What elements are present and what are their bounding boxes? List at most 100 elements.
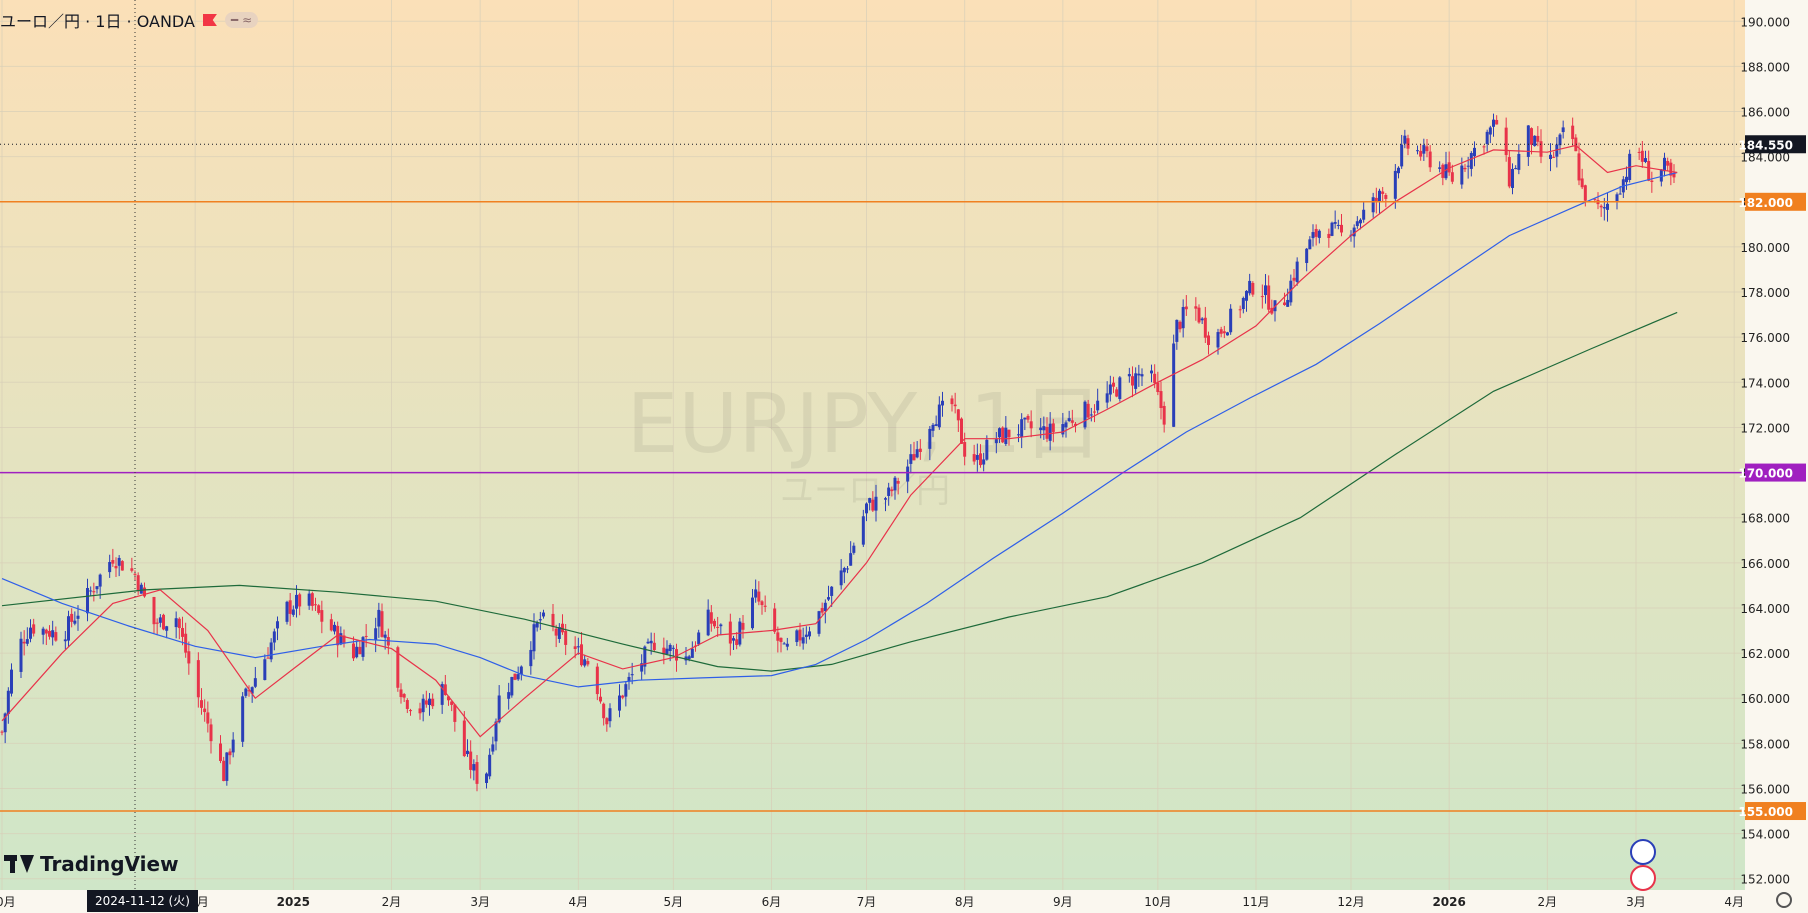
candle-body bbox=[450, 701, 454, 705]
symbol-title[interactable]: ユーロ／円 · 1日 · OANDA bbox=[0, 12, 195, 31]
candle-body bbox=[1536, 135, 1540, 142]
candle-body bbox=[1156, 382, 1160, 393]
candle-body bbox=[1669, 162, 1673, 176]
x-tick-label: 12月 bbox=[1337, 895, 1364, 909]
candle-body bbox=[1178, 321, 1182, 330]
settings-icon[interactable] bbox=[1776, 892, 1792, 908]
candle-body bbox=[931, 424, 935, 431]
candle-body bbox=[1064, 422, 1068, 428]
y-tick-label: 160.000 bbox=[1740, 692, 1790, 706]
candle-body bbox=[1105, 393, 1109, 403]
candle-body bbox=[1378, 190, 1381, 203]
candle-body bbox=[1219, 329, 1223, 334]
x-tick-label: 4月 bbox=[569, 895, 589, 909]
candle-body bbox=[1333, 222, 1337, 224]
candle-body bbox=[1020, 419, 1024, 437]
candle-body bbox=[453, 704, 457, 722]
candle-body bbox=[1115, 389, 1119, 397]
candle-body bbox=[181, 628, 184, 637]
candle-body bbox=[222, 760, 226, 782]
candle-body bbox=[719, 624, 723, 627]
candle-body bbox=[1137, 373, 1141, 376]
candle-body bbox=[675, 649, 678, 661]
candle-body bbox=[1438, 167, 1442, 169]
candle-body bbox=[706, 609, 710, 636]
candle-body bbox=[1048, 423, 1052, 441]
candle-body bbox=[1070, 420, 1074, 423]
candle-body bbox=[564, 630, 568, 645]
candle-body bbox=[643, 646, 647, 667]
candle-body bbox=[89, 590, 93, 592]
price-label-box bbox=[1745, 463, 1806, 482]
tradingview-logo-text: TradingView bbox=[40, 852, 179, 876]
candle-body bbox=[469, 751, 473, 770]
candle-body bbox=[871, 499, 875, 511]
candle-body bbox=[1514, 168, 1518, 170]
candle-body bbox=[1362, 209, 1366, 220]
y-tick-label: 174.000 bbox=[1740, 376, 1790, 390]
candle-body bbox=[1419, 150, 1423, 157]
candle-body bbox=[713, 620, 716, 627]
x-tick-label: 4月 bbox=[1724, 895, 1744, 909]
x-tick-label: 10月 bbox=[0, 895, 16, 909]
candle-body bbox=[1640, 150, 1644, 162]
candle-body bbox=[602, 703, 606, 719]
candle-body bbox=[1663, 157, 1666, 172]
candle-body bbox=[627, 676, 631, 682]
candle-body bbox=[86, 587, 89, 614]
candle-body bbox=[320, 610, 324, 622]
candle-body bbox=[139, 584, 143, 594]
candle-body bbox=[405, 700, 409, 709]
y-tick-label: 168.000 bbox=[1740, 512, 1790, 526]
flag-icon[interactable] bbox=[202, 14, 217, 26]
record-icon[interactable] bbox=[1630, 865, 1656, 891]
candle-body bbox=[488, 754, 492, 777]
globe-icon[interactable] bbox=[1630, 839, 1656, 865]
candle-body bbox=[896, 480, 900, 484]
candle-body bbox=[728, 621, 732, 644]
candle-body bbox=[1580, 178, 1584, 188]
candle-body bbox=[1422, 145, 1426, 154]
candle-body bbox=[380, 611, 384, 637]
tradingview-logo[interactable]: TradingView bbox=[4, 852, 179, 876]
candle-body bbox=[421, 698, 425, 713]
candle-body bbox=[798, 629, 802, 641]
candle-body bbox=[1327, 233, 1331, 238]
candle-body bbox=[823, 602, 827, 612]
candle-body bbox=[849, 553, 853, 566]
candle-body bbox=[928, 428, 932, 449]
candle-body bbox=[295, 594, 298, 609]
candle-body bbox=[1295, 261, 1299, 282]
candle-body bbox=[219, 743, 222, 761]
candle-body bbox=[494, 721, 498, 742]
candle-body bbox=[447, 696, 450, 701]
candle-body bbox=[424, 700, 428, 705]
candle-body bbox=[187, 651, 191, 664]
candle-body bbox=[757, 591, 761, 602]
indicator-pill[interactable]: ━ ≈ bbox=[224, 12, 259, 28]
candle-body bbox=[573, 646, 577, 650]
candle-body bbox=[307, 593, 311, 606]
x-tick-label: 2026 bbox=[1432, 895, 1465, 909]
candle-body bbox=[1495, 119, 1499, 125]
candle-body bbox=[339, 633, 343, 645]
candle-body bbox=[1162, 405, 1166, 425]
candle-body bbox=[54, 632, 58, 641]
ma-mid-line bbox=[1, 171, 1678, 688]
candle-body bbox=[1555, 144, 1559, 157]
candle-body bbox=[979, 453, 982, 466]
candle-body bbox=[827, 597, 830, 600]
y-tick-label: 156.000 bbox=[1740, 782, 1790, 796]
candle-body bbox=[1317, 230, 1321, 238]
y-tick-label: 164.000 bbox=[1740, 602, 1790, 616]
candle-body bbox=[253, 678, 257, 687]
candle-body bbox=[1416, 150, 1419, 152]
candle-body bbox=[374, 628, 378, 640]
y-tick-label: 178.000 bbox=[1740, 286, 1790, 300]
candle-body bbox=[865, 503, 868, 514]
candle-body bbox=[1248, 280, 1252, 294]
y-tick-label: 154.000 bbox=[1740, 828, 1790, 842]
candle-body bbox=[1083, 401, 1087, 428]
